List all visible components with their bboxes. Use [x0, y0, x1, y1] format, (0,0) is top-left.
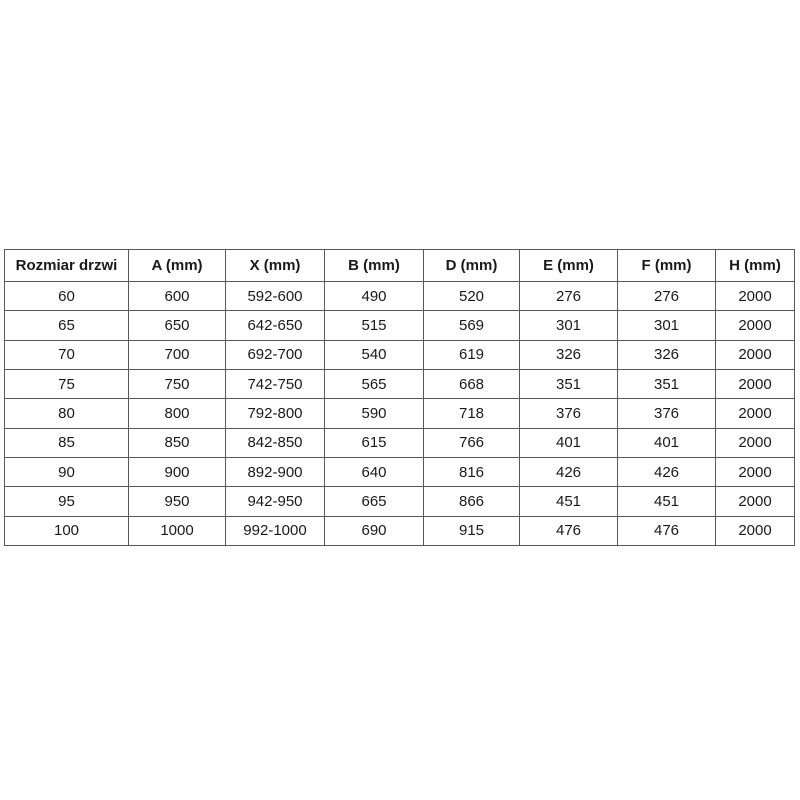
door-dimensions-table: Rozmiar drzwi A (mm) X (mm) B (mm) D (mm… — [4, 249, 795, 547]
table-row: 100 1000 992-1000 690 915 476 476 2000 — [4, 515, 795, 547]
table-cell: 326 — [617, 339, 716, 370]
table-cell: 476 — [617, 515, 716, 547]
table-cell: 565 — [324, 368, 424, 400]
table-cell: 950 — [128, 486, 226, 517]
column-header-b-mm: B (mm) — [324, 249, 424, 282]
table-row: 60 600 592-600 490 520 276 276 2000 — [4, 280, 795, 312]
table-cell: 426 — [519, 456, 618, 488]
table-cell: 718 — [423, 398, 520, 429]
table-cell: 426 — [617, 456, 716, 488]
table-cell: 326 — [519, 339, 618, 370]
column-header-f-mm: F (mm) — [617, 249, 716, 282]
table-cell: 619 — [423, 339, 520, 370]
table-cell: 95 — [4, 486, 129, 517]
table-cell: 2000 — [715, 310, 795, 341]
table-cell: 942-950 — [225, 486, 325, 517]
table-cell: 650 — [128, 310, 226, 341]
table-cell: 2000 — [715, 339, 795, 370]
table-cell: 590 — [324, 398, 424, 429]
table-row: 95 950 942-950 665 866 451 451 2000 — [4, 486, 795, 517]
column-header-a-mm: A (mm) — [128, 249, 226, 282]
column-header-h-mm: H (mm) — [715, 249, 795, 282]
table-cell: 100 — [4, 515, 129, 547]
table-cell: 515 — [324, 310, 424, 341]
table-cell: 900 — [128, 456, 226, 488]
column-header-d-mm: D (mm) — [423, 249, 520, 282]
table-cell: 401 — [519, 427, 618, 458]
table-cell: 90 — [4, 456, 129, 488]
table-header-row: Rozmiar drzwi A (mm) X (mm) B (mm) D (mm… — [4, 249, 795, 282]
table-cell: 2000 — [715, 398, 795, 429]
table-row: 75 750 742-750 565 668 351 351 2000 — [4, 368, 795, 400]
table-cell: 276 — [519, 280, 618, 312]
table-cell: 376 — [519, 398, 618, 429]
table-cell: 692-700 — [225, 339, 325, 370]
table-cell: 2000 — [715, 456, 795, 488]
table-row: 70 700 692-700 540 619 326 326 2000 — [4, 339, 795, 370]
table-cell: 476 — [519, 515, 618, 547]
table-cell: 401 — [617, 427, 716, 458]
table-cell: 490 — [324, 280, 424, 312]
table-row: 85 850 842-850 615 766 401 401 2000 — [4, 427, 795, 458]
table-cell: 915 — [423, 515, 520, 547]
table-cell: 2000 — [715, 486, 795, 517]
table-cell: 992-1000 — [225, 515, 325, 547]
table-cell: 892-900 — [225, 456, 325, 488]
table-cell: 540 — [324, 339, 424, 370]
table-cell: 376 — [617, 398, 716, 429]
table-cell: 1000 — [128, 515, 226, 547]
table-cell: 75 — [4, 368, 129, 400]
table-cell: 842-850 — [225, 427, 325, 458]
table-cell: 2000 — [715, 515, 795, 547]
table-cell: 850 — [128, 427, 226, 458]
table-cell: 451 — [519, 486, 618, 517]
table-cell: 65 — [4, 310, 129, 341]
table-cell: 668 — [423, 368, 520, 400]
table-cell: 301 — [519, 310, 618, 341]
table-cell: 816 — [423, 456, 520, 488]
table-cell: 792-800 — [225, 398, 325, 429]
table-cell: 569 — [423, 310, 520, 341]
table-cell: 742-750 — [225, 368, 325, 400]
table-cell: 642-650 — [225, 310, 325, 341]
table-cell: 750 — [128, 368, 226, 400]
column-header-e-mm: E (mm) — [519, 249, 618, 282]
column-header-x-mm: X (mm) — [225, 249, 325, 282]
table-cell: 2000 — [715, 368, 795, 400]
table-cell: 640 — [324, 456, 424, 488]
table-cell: 592-600 — [225, 280, 325, 312]
table-cell: 2000 — [715, 280, 795, 312]
table-cell: 70 — [4, 339, 129, 370]
table-cell: 301 — [617, 310, 716, 341]
table-cell: 80 — [4, 398, 129, 429]
table-cell: 800 — [128, 398, 226, 429]
table-cell: 2000 — [715, 427, 795, 458]
table-cell: 520 — [423, 280, 520, 312]
table-cell: 866 — [423, 486, 520, 517]
table-cell: 615 — [324, 427, 424, 458]
column-header-rozmiar-drzwi: Rozmiar drzwi — [4, 249, 129, 282]
table-cell: 600 — [128, 280, 226, 312]
table-cell: 60 — [4, 280, 129, 312]
table-row: 90 900 892-900 640 816 426 426 2000 — [4, 456, 795, 488]
table-cell: 700 — [128, 339, 226, 370]
table-cell: 690 — [324, 515, 424, 547]
table-cell: 665 — [324, 486, 424, 517]
table-cell: 351 — [617, 368, 716, 400]
table-cell: 451 — [617, 486, 716, 517]
table-row: 65 650 642-650 515 569 301 301 2000 — [4, 310, 795, 341]
table-cell: 276 — [617, 280, 716, 312]
table-cell: 351 — [519, 368, 618, 400]
table-cell: 766 — [423, 427, 520, 458]
table-cell: 85 — [4, 427, 129, 458]
table-row: 80 800 792-800 590 718 376 376 2000 — [4, 398, 795, 429]
